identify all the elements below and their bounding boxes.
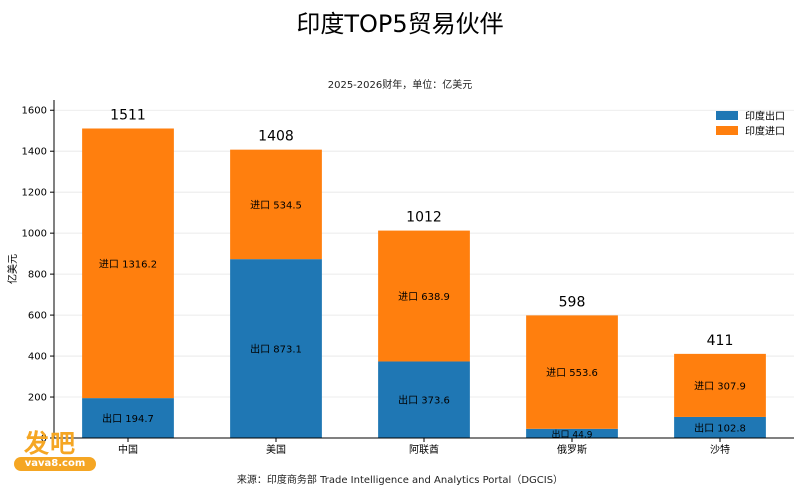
bar-total-label: 411 xyxy=(707,333,734,349)
chart-title: 印度TOP5贸易伙伴 xyxy=(296,10,504,38)
y-tick-label: 0 xyxy=(41,434,47,445)
x-tick-label: 阿联酋 xyxy=(409,443,439,456)
bar-import xyxy=(674,353,766,417)
legend-label: 印度进口 xyxy=(745,125,785,138)
x-tick-label: 俄罗斯 xyxy=(557,443,587,456)
bar-segment-label: 出口 873.1 xyxy=(250,343,302,356)
y-tick-label: 1200 xyxy=(22,188,47,199)
watermark-text: 发吧 xyxy=(24,429,77,458)
bar-segment-label: 进口 638.9 xyxy=(398,291,450,303)
y-axis-label: 亿美元 xyxy=(6,254,19,284)
bar-total-label: 1408 xyxy=(258,129,294,145)
bar-import xyxy=(378,230,470,362)
bar-export xyxy=(378,361,470,438)
bar-total-label: 1511 xyxy=(110,107,146,123)
y-tick-label: 1600 xyxy=(22,106,47,117)
bar-segment-label: 出口 194.7 xyxy=(102,412,154,425)
chart-subtitle: 2025-2026财年，单位：亿美元 xyxy=(327,80,473,91)
watermark-logo: 发吧 vava8.com xyxy=(14,424,98,474)
bar-segment-label: 出口 102.8 xyxy=(694,421,746,434)
legend-swatch xyxy=(716,126,738,135)
legend-label: 印度出口 xyxy=(745,110,785,123)
bar-import xyxy=(526,315,618,429)
x-tick-label: 中国 xyxy=(118,443,138,456)
bar-export xyxy=(674,416,766,438)
bar-export xyxy=(230,259,322,438)
bar-import xyxy=(82,128,174,399)
legend-swatch xyxy=(716,111,738,120)
watermark-url: vava8.com xyxy=(14,457,96,471)
y-tick-label: 200 xyxy=(28,393,47,404)
bar-export xyxy=(82,398,174,438)
bar-total-label: 1012 xyxy=(406,210,442,226)
bar-total-label: 598 xyxy=(559,294,586,310)
bar-segment-label: 进口 1316.2 xyxy=(99,258,157,270)
bar-segment-label: 进口 307.9 xyxy=(694,380,746,392)
x-tick-label: 沙特 xyxy=(710,444,730,456)
bar-segment-label: 进口 553.6 xyxy=(546,367,598,379)
chart-source: 来源：印度商务部 Trade Intelligence and Analytic… xyxy=(236,475,564,486)
y-tick-label: 800 xyxy=(28,270,47,281)
y-tick-label: 1000 xyxy=(22,229,47,240)
bar-segment-label: 出口 373.6 xyxy=(398,394,450,407)
y-tick-label: 600 xyxy=(28,311,47,322)
bar-import xyxy=(230,149,322,260)
x-tick-label: 美国 xyxy=(266,443,286,456)
bar-segment-label: 出口 44.9 xyxy=(552,428,593,440)
y-tick-label: 1400 xyxy=(22,147,47,158)
bar-export xyxy=(526,428,618,438)
bar-segment-label: 进口 534.5 xyxy=(250,199,302,211)
y-tick-label: 400 xyxy=(28,352,47,363)
